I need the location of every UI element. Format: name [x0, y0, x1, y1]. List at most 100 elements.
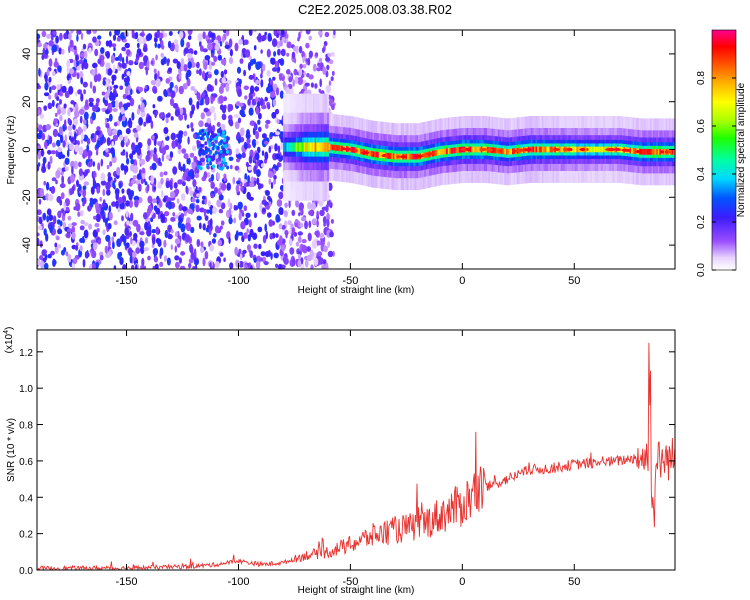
spectrogram-cell: [275, 87, 280, 96]
spectrogram-cell: [277, 48, 281, 56]
spectrogram-cell: [196, 215, 202, 221]
spectrogram-cell: [196, 193, 201, 198]
spectrogram-cell: [142, 46, 148, 53]
spectrogram-cell: [112, 108, 118, 112]
spectrogram-cell: [156, 30, 160, 39]
spectrogram-cell: [586, 148, 589, 151]
spectrogram-cell: [140, 106, 145, 113]
x-tick-label: 0: [459, 576, 465, 588]
spectrogram-cell: [196, 92, 201, 101]
spectrogram-cell: [271, 111, 277, 119]
spectrogram-cell: [279, 90, 284, 99]
spectrogram-cell: [310, 264, 314, 269]
spectrogram-cell: [316, 210, 319, 218]
spectrogram-cell: [129, 255, 133, 264]
spectrogram-cell: [126, 71, 131, 76]
spectrogram-cell: [228, 114, 233, 121]
spectrogram-cell: [79, 115, 83, 124]
spectrogram-cell: [142, 265, 147, 269]
spectrogram-cell: [214, 43, 220, 51]
spectrogram-cell: [163, 171, 168, 176]
spectrogram-cell: [210, 53, 215, 58]
spectrogram-cell: [69, 39, 74, 48]
spectrogram-cell: [88, 47, 92, 54]
spectrogram-cell: [45, 124, 51, 131]
spectrogram-cell: [222, 96, 228, 102]
spectrogram-cell: [203, 61, 208, 70]
spectrogram-cell: [338, 145, 340, 151]
spectrogram-cell: [53, 215, 57, 225]
spectrogram-cell: [105, 62, 111, 69]
spectrogram-cell: [301, 238, 307, 244]
spectrogram-cell: [116, 37, 121, 42]
spectrogram-cell: [577, 146, 580, 153]
spectrogram-cell: [127, 84, 131, 91]
spectrogram-cell: [157, 95, 163, 102]
spectrogram-cell: [193, 191, 198, 198]
spectrogram-cell: [105, 109, 110, 115]
spectrogram-cell: [62, 141, 66, 148]
spectrogram-cell: [157, 197, 161, 203]
spectrogram-cell: [52, 128, 59, 138]
spectrogram-cell: [248, 30, 253, 36]
spectrogram-cell: [174, 44, 179, 52]
spectrogram-cell: [274, 153, 281, 160]
spectrogram-cell: [306, 142, 309, 152]
spectrogram-cell: [275, 263, 279, 268]
spectrogram-cell: [67, 125, 73, 132]
spectrogram-cell: [105, 252, 111, 258]
spectrogram-cell: [125, 200, 130, 207]
spectrogram-cell: [38, 198, 42, 205]
spectrogram-cell: [410, 153, 412, 160]
spectrogram-cell: [646, 150, 650, 154]
spectrogram-cell: [112, 241, 115, 250]
spectrogram-cell: [233, 113, 240, 118]
spectrogram-cell: [187, 30, 193, 36]
spectrogram-cell: [537, 146, 539, 153]
spectrogram-cell: [198, 186, 202, 193]
spectrogram-cell: [113, 46, 116, 52]
spectrogram-cell: [298, 68, 303, 77]
spectrogram-cell: [204, 146, 208, 151]
spectrogram-cell: [172, 212, 175, 217]
spectrogram-cell: [238, 212, 242, 221]
spectrogram-cell: [192, 133, 197, 139]
spectrogram-cell: [170, 132, 176, 141]
spectrogram-cell: [216, 172, 221, 180]
spectrogram-cell: [106, 164, 110, 170]
spectrogram-cell: [326, 199, 332, 207]
spectrogram-cell: [63, 32, 68, 40]
spectrogram-cell: [157, 70, 160, 78]
spectrogram-cell: [218, 128, 222, 133]
spectrogram-cell: [152, 248, 159, 256]
spectrogram-cell: [170, 216, 176, 222]
spectrogram-cell: [59, 199, 63, 206]
spectrogram-cell: [202, 208, 208, 213]
spectrogram-cell: [143, 121, 147, 127]
spectrogram-cell: [43, 43, 49, 49]
spectrogram-cell: [275, 32, 280, 38]
spectrogram-cell: [169, 151, 174, 159]
spectrogram-cell: [51, 177, 57, 182]
spectrogram-cell: [543, 146, 546, 153]
colorbar-tick-label: 0.2: [696, 215, 707, 229]
spectrogram-cell: [153, 186, 156, 191]
spectrogram-cell: [507, 149, 510, 155]
spectrogram-cell: [267, 35, 273, 42]
spectrogram-cell: [219, 225, 223, 230]
spectrogram-cell: [179, 203, 182, 212]
spectrogram-cell: [653, 149, 655, 155]
spectrogram-cell: [599, 146, 602, 153]
spectrogram-cell: [439, 149, 442, 155]
spectrogram-cell: [46, 33, 52, 39]
spectrogram-cell: [245, 212, 251, 218]
spectrogram-cell: [39, 188, 45, 197]
spectrogram-cell: [244, 264, 248, 269]
spectrogram-cell: [479, 148, 483, 151]
spectrogram-cell: [57, 210, 62, 219]
spectrogram-cell: [74, 91, 78, 97]
spectrogram-cell: [116, 166, 121, 176]
spectrogram-cell: [95, 150, 99, 156]
spectrogram-cell: [328, 59, 334, 65]
